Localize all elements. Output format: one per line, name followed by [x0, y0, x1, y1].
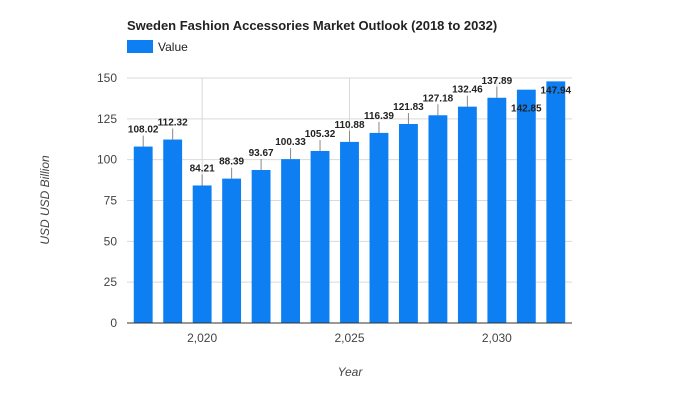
legend-swatch: [127, 40, 153, 53]
bar: [340, 141, 359, 323]
bar: [516, 89, 536, 323]
y-axis-ticks: 0 25 50 75 100 125 150: [97, 71, 117, 330]
data-label: 116.39: [364, 111, 394, 122]
bar: [457, 106, 477, 323]
data-label: 84.21: [190, 163, 215, 174]
bar: [487, 97, 507, 323]
y-tick-label: 150: [97, 71, 117, 85]
bar: [369, 132, 389, 323]
bars: [133, 81, 566, 323]
bar: [281, 159, 300, 323]
bar: [133, 146, 153, 323]
data-label: 108.02: [128, 125, 159, 136]
x-tick-label: 2,030: [482, 331, 512, 345]
data-label: 88.39: [219, 157, 244, 168]
data-label: 142.85: [511, 104, 542, 115]
bar: [310, 150, 330, 323]
x-axis-title: Year: [338, 365, 364, 379]
y-tick-label: 0: [110, 316, 117, 330]
y-axis-title: USD USD Billion: [38, 155, 52, 245]
data-label: 127.18: [423, 93, 454, 104]
x-tick-label: 2,020: [187, 331, 217, 345]
data-label: 121.83: [393, 102, 424, 113]
x-axis-ticks: 2,020 2,025 2,030: [187, 331, 512, 345]
y-tick-label: 100: [97, 153, 117, 167]
data-label: 110.88: [334, 120, 364, 131]
data-label: 105.32: [305, 129, 336, 140]
chart-title: Sweden Fashion Accessories Market Outloo…: [127, 18, 497, 33]
data-label: 100.33: [275, 137, 306, 148]
y-tick-label: 75: [104, 194, 118, 208]
y-tick-label: 25: [104, 275, 118, 289]
bar: [251, 170, 271, 323]
data-labels: 108.02112.3284.2188.3993.67100.33105.321…: [128, 76, 572, 186]
x-tick-label: 2,025: [334, 331, 364, 345]
data-label: 147.94: [540, 85, 571, 96]
y-tick-label: 50: [104, 234, 118, 248]
bar: [546, 81, 566, 323]
data-label: 112.32: [158, 118, 188, 129]
bar: [163, 139, 183, 323]
y-tick-label: 125: [97, 112, 117, 126]
bar: [428, 115, 448, 323]
data-label: 93.67: [249, 148, 274, 159]
bar: [399, 124, 418, 323]
legend-label: Value: [158, 40, 188, 54]
data-label: 132.46: [452, 85, 483, 96]
bar: [222, 178, 242, 323]
bar: [192, 185, 212, 323]
data-label: 137.89: [482, 76, 513, 87]
